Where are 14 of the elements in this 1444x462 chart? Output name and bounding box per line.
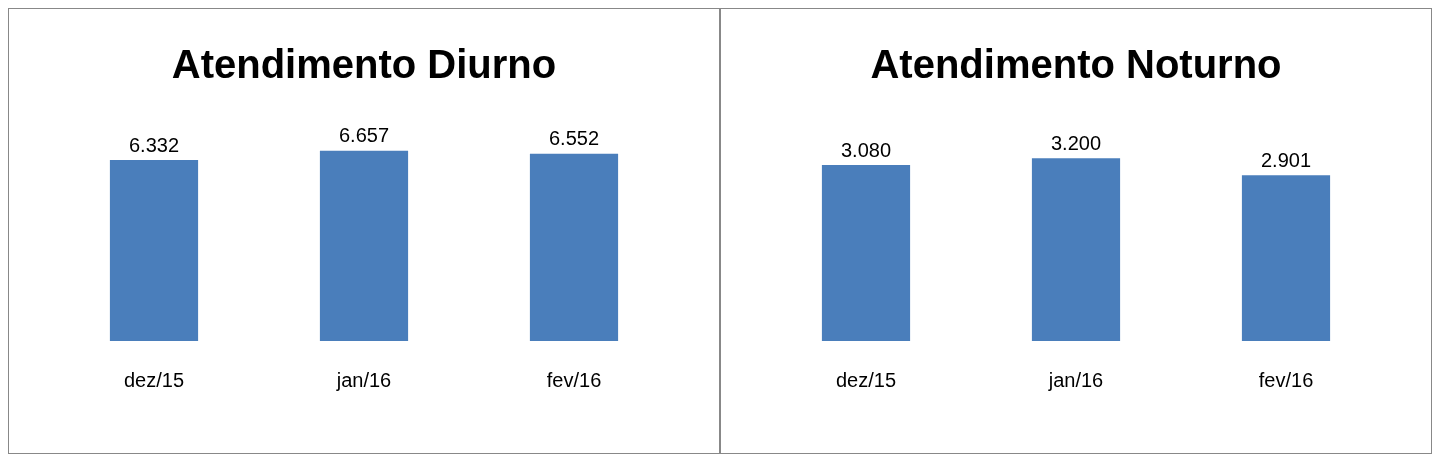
- x-tick-label: jan/16: [335, 368, 392, 391]
- x-tick-label: fev/16: [546, 368, 602, 391]
- data-label: 3.080: [840, 138, 892, 161]
- x-tick-label: fev/16: [1258, 368, 1314, 391]
- data-label: 6.657: [338, 124, 390, 147]
- chart-title: Atendimento Noturno: [870, 42, 1282, 87]
- data-label: 2.901: [1260, 148, 1312, 171]
- x-tick-label: dez/15: [123, 368, 185, 391]
- chart-title: Atendimento Diurno: [171, 42, 557, 87]
- data-label: 6.552: [548, 127, 600, 150]
- data-label: 3.200: [1050, 131, 1102, 154]
- x-tick-label: dez/15: [835, 368, 897, 391]
- x-tick-label: jan/16: [1047, 368, 1104, 391]
- data-label: 6.332: [128, 133, 180, 156]
